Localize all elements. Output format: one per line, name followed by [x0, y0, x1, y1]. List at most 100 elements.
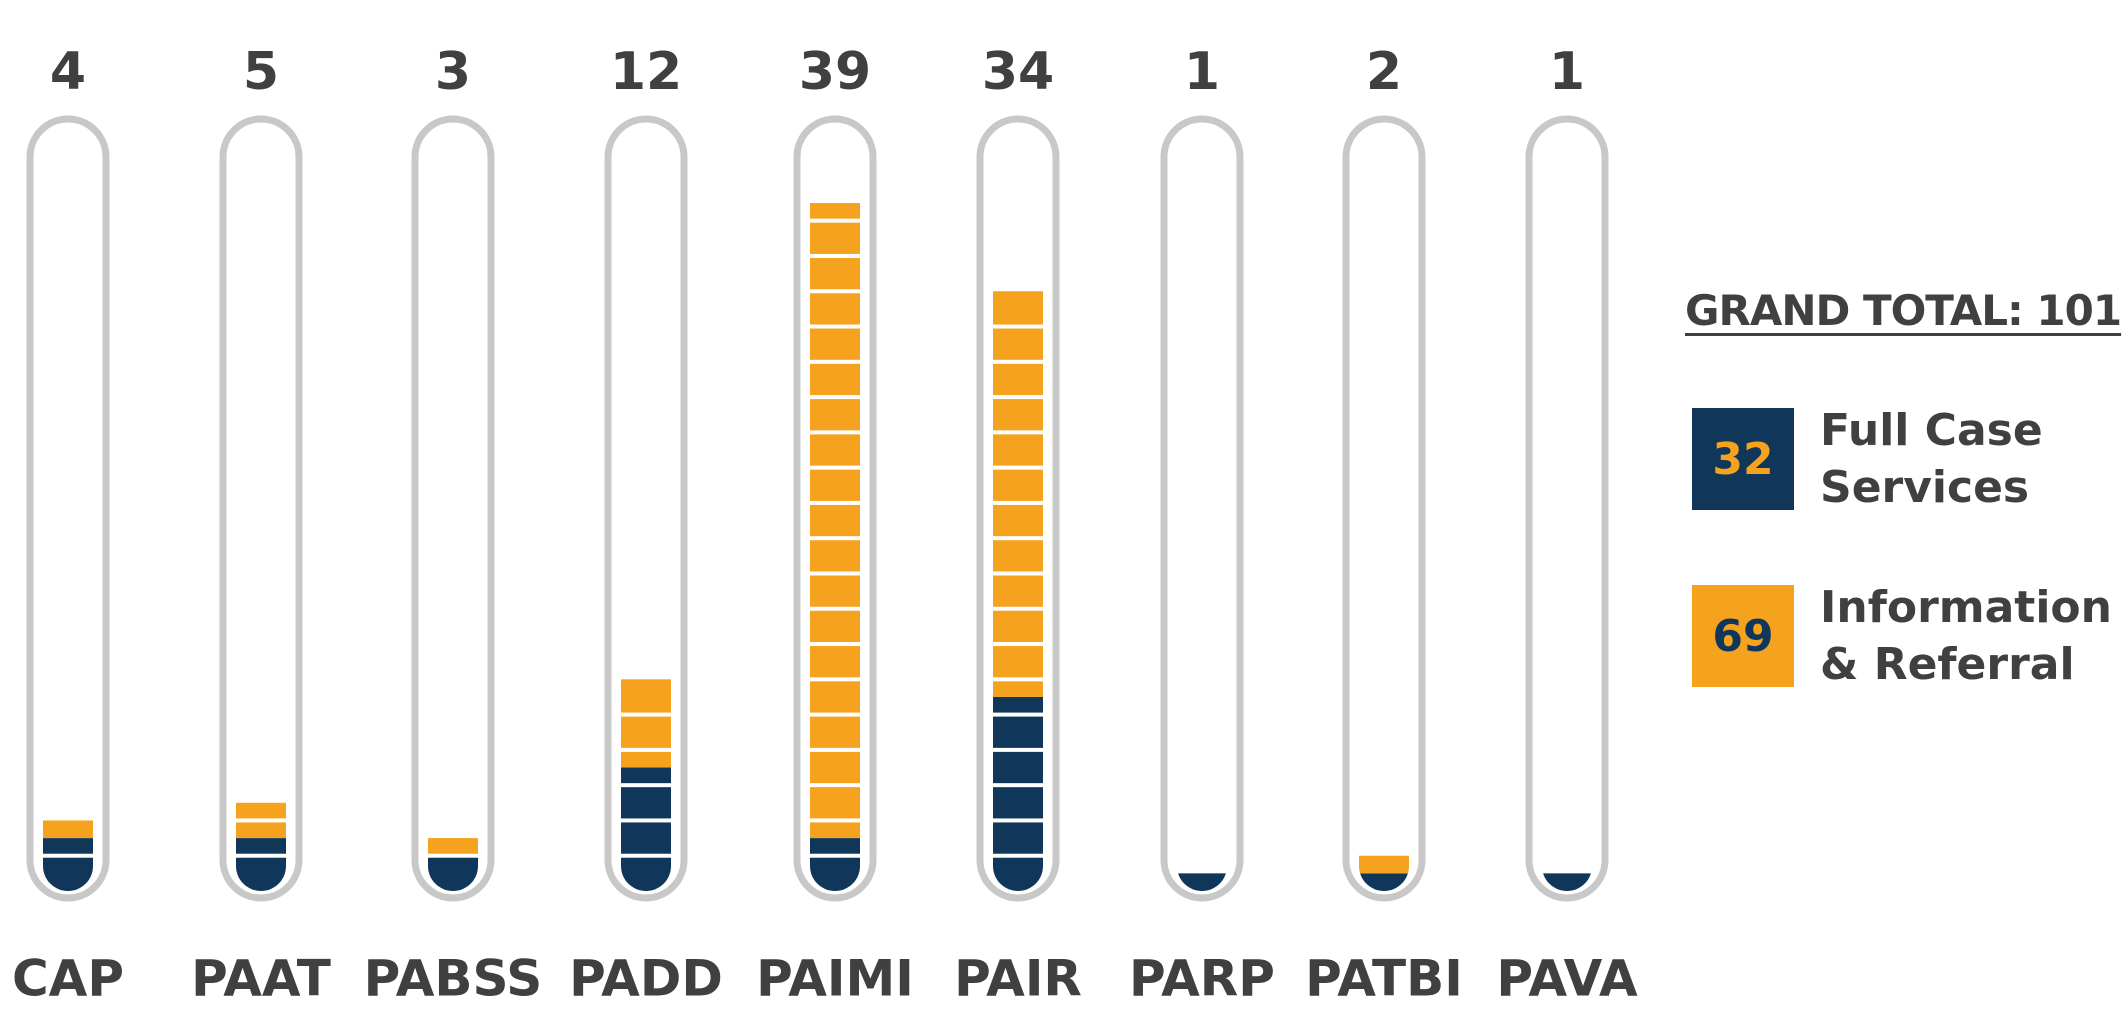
tube-fill — [428, 838, 478, 891]
divider — [993, 395, 1043, 400]
segment — [1177, 873, 1227, 891]
segment — [810, 203, 860, 839]
divider — [236, 818, 286, 823]
legend-label: Information & Referral — [1820, 582, 2112, 690]
total-label: 1 — [1549, 42, 1585, 102]
divider — [810, 253, 860, 258]
legend-item: 32 Full Case Services — [1692, 402, 2120, 516]
category-label: PADD — [569, 950, 723, 1008]
segment — [428, 838, 478, 856]
divider — [810, 677, 860, 682]
divider — [428, 853, 478, 858]
legend-label: Full Case Services — [1820, 405, 2043, 513]
divider — [810, 536, 860, 541]
total-label: 2 — [1366, 42, 1402, 102]
segment — [993, 291, 1043, 697]
segment — [993, 696, 1043, 891]
divider — [810, 818, 860, 823]
tube-fill — [810, 203, 860, 891]
legend-title: GRAND TOTAL: 101 — [1685, 286, 2122, 335]
divider — [810, 218, 860, 223]
category-label: PAVA — [1496, 950, 1638, 1008]
category-label: CAP — [12, 950, 124, 1008]
divider — [993, 465, 1043, 470]
divider — [993, 500, 1043, 505]
divider — [993, 712, 1043, 717]
divider — [993, 430, 1043, 435]
divider — [810, 359, 860, 364]
divider — [810, 395, 860, 400]
tube-fill — [993, 291, 1043, 891]
divider — [236, 853, 286, 858]
legend-total: 32 — [1692, 408, 1794, 510]
total-label: 4 — [50, 42, 86, 102]
divider — [993, 783, 1043, 788]
divider — [621, 818, 671, 823]
category-label: PAIMI — [756, 950, 914, 1008]
category-label: PAAT — [191, 950, 331, 1008]
category-label: PAIR — [954, 950, 1082, 1008]
tube-fill — [43, 820, 93, 891]
tube-fill — [621, 679, 671, 891]
segment — [43, 820, 93, 839]
legend-total: 69 — [1692, 585, 1794, 687]
segment — [1542, 873, 1592, 891]
tube — [1342, 115, 1426, 902]
divider — [993, 853, 1043, 858]
divider — [810, 642, 860, 647]
divider — [810, 465, 860, 470]
tube — [219, 115, 303, 902]
divider — [810, 712, 860, 717]
segment — [1359, 873, 1409, 891]
divider — [993, 677, 1043, 682]
tube-fill — [236, 802, 286, 891]
tube-fill — [1177, 873, 1227, 891]
divider — [993, 324, 1043, 329]
tube — [411, 115, 495, 902]
category-label: PATBI — [1305, 950, 1463, 1008]
divider — [810, 324, 860, 329]
legend-item: 69 Information & Referral — [1692, 579, 2120, 693]
divider — [993, 536, 1043, 541]
divider — [810, 430, 860, 435]
divider — [810, 289, 860, 294]
segment — [1359, 855, 1409, 874]
divider — [43, 853, 93, 858]
divider — [621, 783, 671, 788]
total-label: 1 — [1184, 42, 1220, 102]
total-label: 39 — [799, 42, 871, 102]
divider — [810, 853, 860, 858]
tube-fill — [1542, 873, 1592, 891]
tube-fill — [1359, 855, 1409, 891]
divider — [810, 571, 860, 576]
divider — [993, 818, 1043, 823]
divider — [621, 747, 671, 752]
divider — [993, 747, 1043, 752]
divider — [993, 571, 1043, 576]
segment — [621, 767, 671, 891]
divider — [810, 747, 860, 752]
segment — [810, 838, 860, 891]
segment — [236, 838, 286, 891]
divider — [621, 853, 671, 858]
tube — [1525, 115, 1609, 902]
divider — [810, 500, 860, 505]
segment — [621, 679, 671, 768]
divider — [993, 642, 1043, 647]
category-label: PARP — [1129, 950, 1275, 1008]
divider — [810, 783, 860, 788]
divider — [993, 359, 1043, 364]
category-label: PABSS — [364, 950, 543, 1008]
tube — [1160, 115, 1244, 902]
tube — [26, 115, 110, 902]
divider — [810, 606, 860, 611]
total-label: 34 — [982, 42, 1054, 102]
total-label: 12 — [610, 42, 682, 102]
segment — [43, 838, 93, 891]
total-label: 3 — [435, 42, 471, 102]
divider — [993, 606, 1043, 611]
total-label: 5 — [243, 42, 279, 102]
divider — [621, 712, 671, 717]
